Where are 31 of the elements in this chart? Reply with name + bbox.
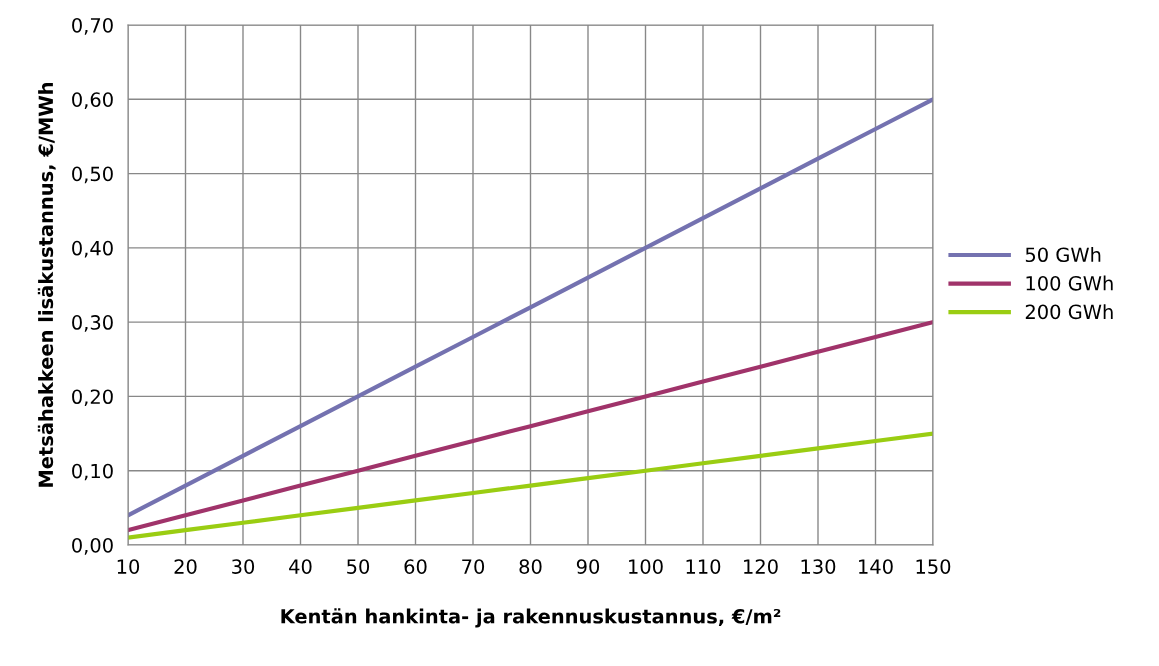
x-tick-label: 70 xyxy=(462,559,485,574)
y-tick-label: 0,70 xyxy=(72,17,113,35)
line-series xyxy=(128,431,933,540)
y-tick-label: 0,30 xyxy=(72,315,113,332)
x-tick-label: 60 xyxy=(404,559,427,574)
y-tick-label: 0,00 xyxy=(72,537,113,555)
x-tick-label: 130 xyxy=(801,559,836,574)
x-tick-label: 30 xyxy=(232,559,255,574)
y-tick-label: 0,50 xyxy=(72,166,113,184)
x-tick-label: 20 xyxy=(174,559,197,574)
x-tick-label: 120 xyxy=(744,559,778,574)
y-tick-label: 0,10 xyxy=(72,463,113,481)
legend-label: 200 GWh xyxy=(1025,304,1113,320)
x-tick-label: 10 xyxy=(117,559,140,574)
x-tick-label: 150 xyxy=(916,559,951,574)
x-tick-label: 100 xyxy=(629,559,663,574)
x-axis-title: Kentän hankinta- ja rakennuskustannus, €/m² xyxy=(281,608,781,628)
x-tick-label: 40 xyxy=(289,559,312,574)
legend-label: 100 GWh xyxy=(1026,275,1113,291)
line-series xyxy=(128,320,933,533)
x-tick-label: 90 xyxy=(576,559,600,574)
legend-label: 50 GWh xyxy=(1025,247,1101,263)
y-tick-label: 0,60 xyxy=(72,92,113,109)
x-tick-label: 50 xyxy=(347,559,370,574)
y-tick-label: 0,40 xyxy=(72,240,113,258)
x-tick-label: 140 xyxy=(859,559,893,574)
x-tick-label: 80 xyxy=(519,559,542,574)
line-series xyxy=(128,97,933,518)
x-tick-label: 110 xyxy=(686,559,721,574)
y-tick-label: 0,20 xyxy=(72,389,113,407)
y-axis-title: Metsähakkeen lisäkustannus, €/MWh xyxy=(37,82,56,487)
